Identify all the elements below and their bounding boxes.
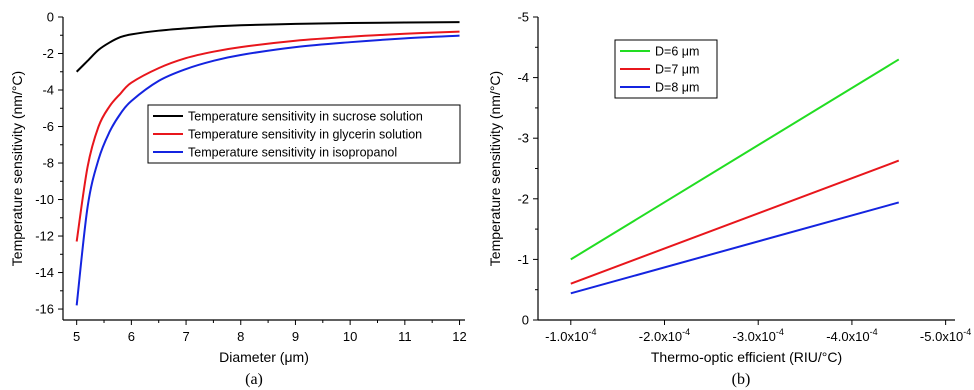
legend: D=6 μm D=7 μm D=8 μm — [614, 39, 718, 99]
y-tick-label: -16 — [35, 302, 54, 317]
series-line-1 — [570, 58, 900, 261]
y-tick-label: -1 — [517, 252, 529, 267]
y-tick-label: -4 — [517, 70, 529, 85]
y-tick-label: 0 — [47, 10, 54, 25]
chart-panel-b: -1.0x10-4 -2.0x10-4 -3.0x10-4 -4.0x10-4 -5.0… — [487, 10, 971, 389]
series-line-3 — [570, 201, 900, 295]
x-axis-title: Diameter (μm) — [219, 349, 309, 365]
x-tick-label: -4.0x10-4 — [826, 327, 877, 344]
series-line-3 — [75, 34, 460, 306]
y-tick-label: -8 — [42, 156, 54, 171]
x-tick-label: -3.0x10-4 — [733, 327, 784, 344]
series-line-2 — [75, 30, 460, 242]
x-tick-label: 11 — [398, 329, 412, 344]
x-tick-label: 12 — [452, 329, 466, 344]
x-tick-label: 7 — [182, 329, 189, 344]
y-axis-title: Temperature sensitivity (nm/°C) — [9, 71, 25, 266]
legend-entry: Temperature sensitivity in isopropanol — [188, 146, 397, 160]
y-tick-label: -2 — [42, 46, 54, 61]
panel-caption: (b) — [732, 371, 751, 388]
y-tick-label: -2 — [517, 191, 529, 206]
series-line-1 — [75, 21, 460, 73]
legend-entry: D=8 μm — [655, 81, 699, 95]
y-tick-label: -3 — [517, 131, 529, 146]
y-tick-label: 0 — [522, 313, 529, 328]
legend-entry: Temperature sensitivity in sucrose solut… — [188, 110, 423, 124]
y-tick-label: -6 — [42, 119, 54, 134]
x-tick-label: 5 — [73, 329, 80, 344]
legend-entry: D=6 μm — [655, 45, 699, 59]
chart-panel-a: 5 6 7 8 9 10 11 12 0 -2 -4 -6 -8 -10 -12 -14 -16 Diameter… — [9, 10, 467, 389]
y-tick-label: -12 — [35, 229, 54, 244]
x-tick-label: -2.0x10-4 — [639, 327, 690, 344]
y-tick-label: -10 — [35, 192, 54, 207]
y-tick-label: -5 — [517, 10, 529, 25]
x-tick-label: 6 — [128, 329, 135, 344]
legend-entry: D=7 μm — [655, 63, 699, 77]
legend-box — [147, 104, 461, 164]
x-tick-label: -1.0x10-4 — [545, 327, 596, 344]
legend-entry: Temperature sensitivity in glycerin solu… — [188, 128, 422, 142]
y-tick-label: -14 — [35, 265, 54, 280]
x-tick-label: 9 — [292, 329, 299, 344]
panel-caption: (a) — [245, 371, 263, 388]
x-tick-label: -5.0x10-4 — [920, 327, 971, 344]
x-axis-title: Thermo-optic efficient (RIU/°C) — [651, 349, 842, 365]
y-tick-label: -4 — [42, 83, 54, 98]
x-tick-label: 10 — [343, 329, 357, 344]
y-axis-title: Temperature sensitivity (nm/°C) — [487, 71, 503, 266]
legend: Temperature sensitivity in sucrose solut… — [147, 104, 461, 164]
x-tick-label: 8 — [237, 329, 244, 344]
series-line-2 — [570, 159, 900, 285]
